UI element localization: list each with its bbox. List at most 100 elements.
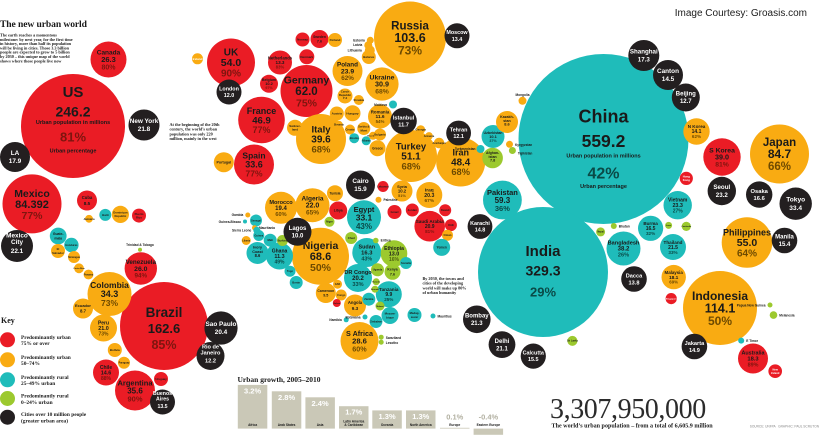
svg-text:66%: 66% (768, 161, 791, 173)
svg-text:13.8: 13.8 (629, 280, 640, 286)
svg-text:Iran: Iran (452, 148, 469, 158)
svg-text:Burma: Burma (643, 221, 658, 226)
svg-text:Gambia: Gambia (232, 213, 244, 217)
svg-text:Madag-: Madag- (410, 311, 420, 315)
svg-text:The new urban world: The new urban world (0, 19, 88, 30)
svg-text:Spain: Spain (242, 151, 265, 161)
svg-text:10.2: 10.2 (265, 81, 273, 86)
svg-text:Nicaragua: Nicaragua (68, 256, 80, 259)
svg-text:Bangladesh: Bangladesh (608, 241, 640, 247)
svg-text:S Korea: S Korea (709, 147, 735, 154)
svg-text:Yemen: Yemen (437, 246, 447, 250)
svg-text:10.1: 10.1 (489, 134, 497, 139)
svg-text:Latvia: Latvia (353, 43, 362, 47)
svg-text:Seoul: Seoul (713, 184, 730, 191)
svg-text:Janeiro: Janeiro (201, 350, 221, 356)
svg-text:world will make up 80%: world will make up 80% (423, 285, 467, 290)
svg-text:Aires: Aires (156, 396, 169, 402)
svg-text:Bosnia: Bosnia (350, 136, 359, 140)
svg-text:Romania: Romania (371, 109, 390, 114)
svg-text:Sao Paulo: Sao Paulo (206, 321, 237, 328)
svg-text:18.3: 18.3 (747, 357, 759, 363)
svg-text:N Korea: N Korea (688, 124, 706, 129)
svg-text:Puerto: Puerto (135, 212, 144, 216)
svg-text:103.6: 103.6 (394, 31, 425, 45)
svg-text:Sierra Leone: Sierra Leone (232, 229, 252, 233)
svg-text:12.1: 12.1 (453, 134, 464, 140)
svg-text:Haiti: Haiti (102, 213, 109, 217)
svg-text:7.4: 7.4 (343, 96, 348, 100)
svg-text:1.3%: 1.3% (412, 412, 429, 421)
svg-text:Tehran: Tehran (450, 127, 468, 133)
svg-text:9.5: 9.5 (323, 294, 328, 298)
svg-text:Sudan: Sudan (359, 245, 375, 251)
svg-text:14.1: 14.1 (692, 129, 702, 135)
svg-text:Cambodia: Cambodia (681, 226, 692, 228)
svg-text:15.5: 15.5 (528, 357, 539, 363)
svg-text:UK: UK (224, 48, 239, 59)
svg-text:Senegal: Senegal (251, 218, 261, 222)
svg-text:Lesotho: Lesotho (386, 341, 398, 345)
svg-text:Osaka: Osaka (750, 189, 768, 195)
svg-text:Mali: Mali (267, 238, 273, 242)
svg-text:Eastern Europe: Eastern Europe (477, 423, 501, 427)
svg-text:Predominantly rural: Predominantly rural (21, 394, 69, 400)
svg-text:Costa Rica: Costa Rica (73, 267, 85, 270)
svg-text:3,307,950,000: 3,307,950,000 (550, 394, 706, 425)
svg-text:Eritrea: Eritrea (381, 239, 391, 243)
svg-text:Jamaica: Jamaica (83, 217, 94, 221)
svg-text:By 2030, the towns and: By 2030, the towns and (423, 276, 465, 281)
svg-text:Kyrgyzstan: Kyrgyzstan (515, 143, 532, 147)
svg-text:by 2030 – this unique map of t: by 2030 – this unique map of the world (0, 54, 70, 59)
svg-text:Tokyo: Tokyo (786, 197, 805, 204)
svg-text:Venezuela: Venezuela (126, 259, 157, 266)
svg-text:Indonesia: Indonesia (692, 289, 748, 303)
svg-text:Mexico: Mexico (14, 188, 50, 200)
svg-text:Tunisia: Tunisia (330, 191, 341, 195)
svg-text:Bulgaria: Bulgaria (374, 133, 386, 137)
svg-text:Czech: Czech (341, 90, 350, 94)
svg-text:25–49% urban: 25–49% urban (21, 381, 55, 387)
svg-text:Azerbaijan: Azerbaijan (433, 141, 447, 145)
svg-text:Kazakh-: Kazakh- (500, 115, 515, 119)
svg-text:32%: 32% (646, 231, 655, 236)
svg-text:Mexico: Mexico (6, 233, 28, 240)
svg-text:68%: 68% (375, 89, 389, 96)
svg-text:Swaziland: Swaziland (386, 336, 401, 340)
svg-text:Mauritius: Mauritius (438, 315, 452, 319)
svg-text:Oman: Oman (444, 233, 452, 237)
svg-text:94%: 94% (134, 273, 147, 280)
svg-text:Asia: Asia (317, 423, 324, 427)
svg-text:At the beginning of the 20th: At the beginning of the 20th (170, 122, 221, 127)
svg-text:Norway: Norway (297, 38, 308, 42)
svg-text:Afghan-: Afghan- (486, 151, 500, 155)
svg-text:Hong: Hong (683, 175, 690, 179)
svg-text:Switzer-: Switzer- (289, 124, 301, 128)
svg-text:2.8%: 2.8% (278, 393, 295, 402)
svg-text:13.5: 13.5 (157, 404, 167, 410)
svg-text:17.9: 17.9 (9, 158, 22, 165)
svg-text:18.1: 18.1 (669, 275, 679, 281)
svg-text:51.1: 51.1 (401, 152, 421, 163)
svg-text:62.0: 62.0 (295, 86, 317, 98)
svg-text:77%: 77% (245, 169, 262, 179)
svg-text:Nigeria: Nigeria (303, 240, 339, 252)
svg-text:Austria: Austria (332, 112, 343, 116)
svg-text:Croatia: Croatia (346, 127, 355, 131)
svg-text:Mongolia: Mongolia (516, 93, 530, 97)
svg-text:New: New (773, 367, 779, 371)
svg-text:Urban population in millions: Urban population in millions (566, 154, 640, 160)
svg-text:Republic: Republic (114, 214, 126, 218)
svg-text:Bombay: Bombay (465, 314, 489, 320)
svg-text:Togo: Togo (287, 269, 294, 273)
svg-text:Gabon: Gabon (333, 303, 341, 305)
svg-text:0.1%: 0.1% (446, 413, 463, 422)
svg-text:73%: 73% (98, 331, 109, 337)
svg-text:Sweden: Sweden (313, 35, 326, 39)
svg-text:Laos: Laos (666, 225, 672, 227)
svg-text:Melanesia: Melanesia (779, 314, 794, 318)
svg-text:Japan: Japan (763, 137, 796, 149)
svg-text:Niger: Niger (326, 220, 333, 224)
svg-text:Republic: Republic (339, 93, 352, 97)
svg-text:US: US (63, 84, 84, 101)
